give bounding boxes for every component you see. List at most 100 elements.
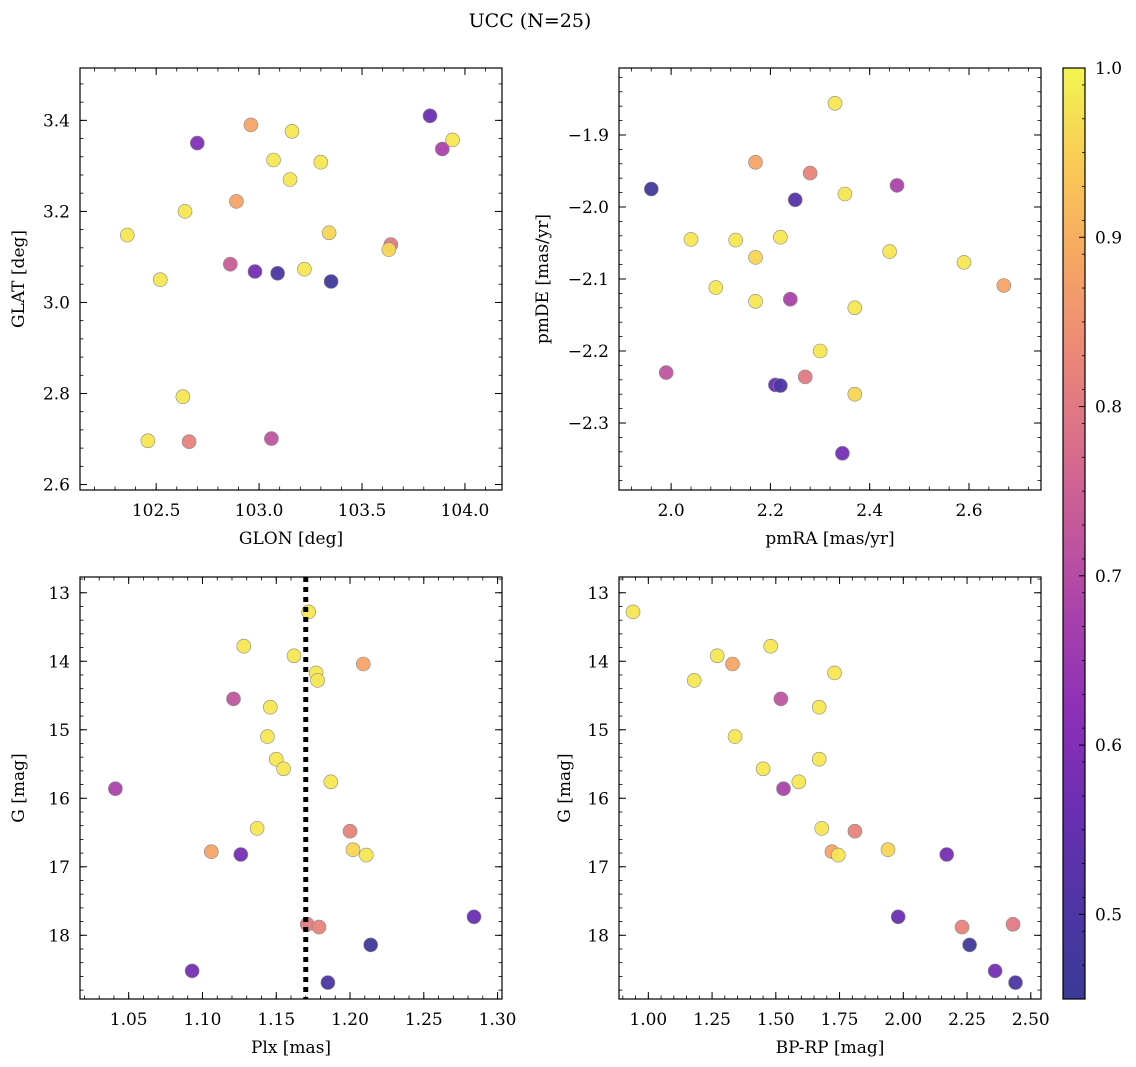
y-tick-label: 3.2 [43, 202, 70, 222]
y-tick-label: 18 [587, 926, 609, 946]
data-point [847, 300, 863, 316]
ticks-plx-g: 1.05 1.10 1.15 1.20 1.25 1.30 13 14 15 16 17 18 [48, 577, 517, 1030]
data-point [827, 665, 842, 681]
data-point [954, 919, 970, 935]
data-point [181, 434, 197, 450]
x-tick-label: 104.0 [441, 501, 490, 521]
x-axis-label: BP-RP [mag] [776, 1038, 885, 1058]
data-point [773, 378, 788, 393]
x-tick-label: 1.25 [405, 1010, 443, 1030]
x-tick-label: 1.30 [479, 1010, 517, 1030]
data-point [264, 431, 279, 446]
y-tick-label: −2.0 [568, 198, 609, 218]
axes-frame [79, 67, 503, 491]
x-tick-label: 2.50 [1012, 1010, 1050, 1030]
data-point [686, 673, 702, 688]
y-tick-label: 17 [48, 858, 70, 878]
data-point [358, 847, 374, 863]
data-point [190, 135, 205, 151]
data-point [814, 821, 830, 836]
x-tick-label: 1.00 [629, 1010, 667, 1030]
data-point [313, 154, 329, 170]
ticks-bprp-g: 1.00 1.25 1.50 1.75 2.00 2.25 2.50 13 14 15 16 17 18 [587, 577, 1050, 1030]
data-point [827, 96, 843, 111]
data-point [249, 821, 265, 836]
data-point [658, 365, 674, 380]
data-point [776, 781, 791, 797]
data-point [1005, 916, 1021, 932]
data-point [812, 343, 828, 359]
data-point [748, 250, 763, 265]
data-point [422, 108, 438, 124]
data-point [725, 656, 740, 672]
colorbar-tick-label: 1.0 [1095, 59, 1122, 79]
data-point [236, 638, 252, 654]
data-point [773, 691, 789, 707]
colorbar-gradient [1062, 67, 1086, 1000]
y-tick-label: −2.3 [568, 414, 609, 434]
data-point [797, 369, 813, 385]
y-axis-label: GLAT [deg] [9, 230, 29, 328]
axes-frame [618, 576, 1042, 1000]
data-point [830, 847, 846, 863]
points-plx-g [108, 604, 482, 990]
x-tick-label: 103.5 [338, 501, 387, 521]
y-tick-label: 2.8 [43, 384, 70, 404]
colorbar-tick-label: 0.7 [1095, 567, 1122, 587]
y-tick-label: −2.1 [568, 270, 609, 290]
y-tick-label: 17 [587, 858, 609, 878]
data-point [962, 937, 977, 953]
x-tick-label: 1.05 [110, 1010, 148, 1030]
data-point [791, 774, 807, 790]
data-point [276, 761, 291, 777]
points-bprp-g [625, 604, 1023, 990]
data-point [297, 261, 312, 277]
data-point [282, 172, 298, 187]
data-point [140, 433, 156, 449]
x-tick-label: 102.5 [132, 501, 181, 521]
data-point [260, 729, 275, 744]
y-tick-label: 15 [48, 721, 70, 741]
data-point [381, 242, 397, 257]
data-point [643, 181, 659, 197]
data-point [727, 729, 743, 744]
y-axis-label: pmDE [mas/yr] [533, 214, 553, 344]
data-point [247, 264, 263, 279]
data-point [355, 656, 371, 672]
data-point [996, 278, 1012, 293]
x-tick-label: 1.20 [331, 1010, 369, 1030]
data-point [625, 604, 641, 620]
y-tick-label: −1.9 [568, 126, 609, 146]
data-point [811, 699, 827, 715]
data-point [802, 165, 818, 181]
x-tick-label: 2.2 [757, 501, 784, 521]
data-point [321, 225, 337, 241]
x-axis-label: GLON [deg] [239, 529, 343, 549]
x-tick-label: 1.10 [184, 1010, 222, 1030]
data-point [755, 761, 771, 777]
y-tick-label: 2.6 [43, 476, 70, 496]
data-point [223, 256, 238, 272]
x-tick-label: 1.75 [821, 1010, 859, 1030]
x-tick-label: 2.4 [856, 501, 883, 521]
data-point [175, 389, 191, 405]
data-point [847, 823, 863, 839]
x-tick-label: 1.50 [757, 1010, 795, 1030]
data-point [323, 274, 339, 289]
data-point [748, 293, 763, 309]
data-point [229, 194, 244, 209]
y-tick-label: 16 [48, 789, 70, 809]
data-point [434, 141, 450, 157]
data-point [320, 975, 336, 990]
x-tick-label: 2.00 [884, 1010, 922, 1030]
data-point [880, 842, 896, 858]
data-point [204, 844, 219, 860]
points-glon-glat [120, 108, 460, 450]
data-point [763, 638, 779, 654]
data-point [748, 155, 763, 170]
ticks-pmra-pmde: 2.0 2.2 2.4 2.6 −2.3 −2.2 −2.1 −2.0 −1.9 [568, 68, 1041, 521]
data-point [847, 386, 863, 402]
ticks-glon-glat: 102.5 103.0 103.5 104.0 2.6 2.8 3.0 3.2 3.4 [43, 68, 502, 521]
colorbar-tick-label: 0.6 [1095, 736, 1122, 756]
